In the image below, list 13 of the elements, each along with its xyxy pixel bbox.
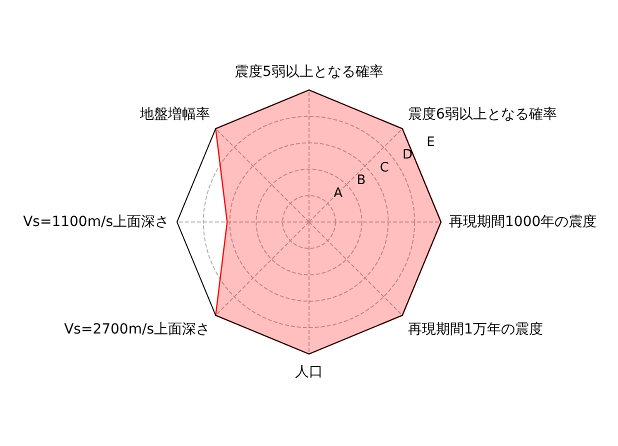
spoke-label: 震度5弱以上となる確率: [234, 64, 384, 80]
spoke-label: 震度6弱以上となる確率: [408, 106, 557, 122]
y-tick-label: B: [356, 173, 366, 188]
spoke-label: 人口: [295, 364, 323, 380]
y-tick-label: C: [380, 160, 389, 176]
y-tick-label: D: [402, 148, 413, 163]
spoke-label: Vs=1100m/s上面深さ: [23, 214, 169, 230]
y-tick-label: E: [426, 134, 435, 150]
spoke-label: 再現期間1万年の震度: [408, 321, 543, 338]
spoke-label: Vs=2700m/s上面深さ: [64, 321, 210, 338]
spoke-label: 地盤増幅率: [139, 105, 210, 122]
spoke-label: 再現期間1000年の震度: [449, 214, 597, 230]
y-tick-label: A: [334, 186, 343, 201]
